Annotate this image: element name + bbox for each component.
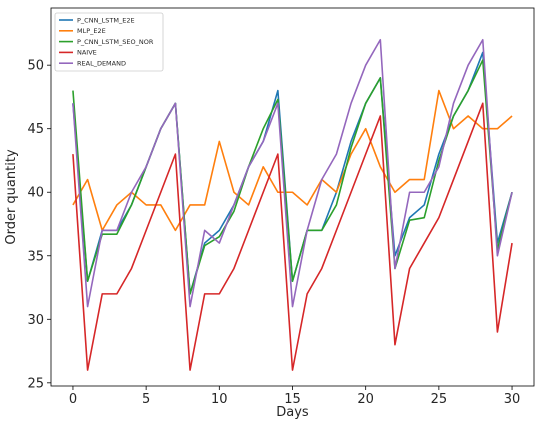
x-tick-label: 15	[284, 392, 301, 407]
y-tick-label: 25	[27, 376, 44, 391]
y-tick-label: 45	[27, 122, 44, 137]
legend-label: P_CNN_LSTM_E2E	[77, 16, 135, 24]
series-line-p-cnn-lstm-seo-nor	[72, 59, 513, 295]
y-axis-label: Order quantity	[4, 149, 19, 245]
legend-label: REAL_DEMAND	[77, 60, 126, 68]
x-tick-label: 20	[357, 392, 374, 407]
y-axis: 25 30 35 40 45 50	[27, 59, 51, 391]
series-line-naive	[72, 102, 513, 371]
y-tick-label: 50	[27, 59, 44, 74]
series-line-mlp-e2e	[72, 89, 513, 232]
x-axis-label: Days	[276, 405, 309, 420]
legend: P_CNN_LSTM_E2E MLP_E2E P_CNN_LSTM_SEO_NOR N…	[54, 12, 164, 72]
x-tick-label: 25	[431, 392, 448, 407]
legend-box	[54, 12, 164, 72]
legend-label: NAIVE	[77, 49, 97, 57]
x-tick-label: 30	[504, 392, 521, 407]
x-tick-label: 5	[142, 392, 150, 407]
x-tick-label: 0	[69, 392, 77, 407]
legend-label: MLP_E2E	[77, 27, 106, 35]
x-axis: 0 5 10 15 20 25 30	[69, 386, 521, 407]
legend-label: P_CNN_LSTM_SEO_NOR	[77, 38, 154, 46]
series-line-real-demand	[72, 38, 513, 308]
y-tick-label: 40	[27, 186, 44, 201]
series-layer	[72, 38, 513, 371]
y-tick-label: 35	[27, 249, 44, 264]
series-line-p-cnn-lstm-e2e	[72, 51, 513, 295]
x-tick-label: 10	[211, 392, 228, 407]
y-tick-label: 30	[27, 313, 44, 328]
